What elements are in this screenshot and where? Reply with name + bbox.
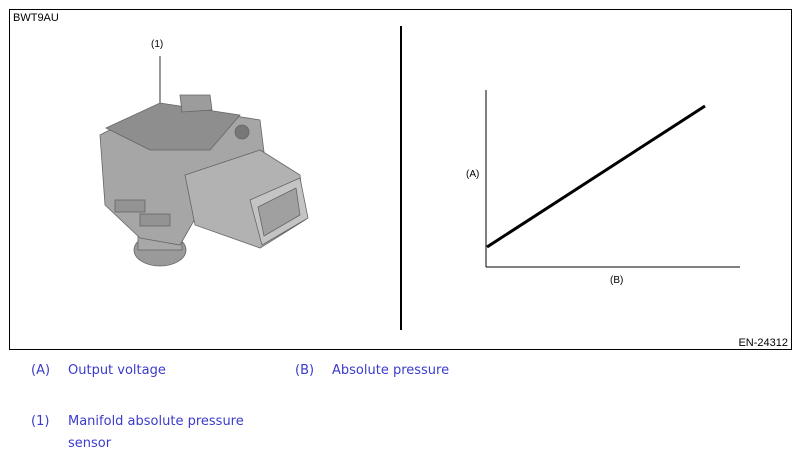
callout-label: (1): [151, 39, 164, 50]
output-line: [486, 104, 706, 249]
legend-key: (B): [295, 363, 315, 378]
sensor-illustration: [99, 56, 309, 267]
legend-item-b: (B) Absolute pressure: [295, 360, 449, 382]
output-graph: [485, 90, 740, 268]
legend-item-1: (1) Manifold absolute pressure sensor: [31, 411, 268, 455]
legend-key: (A): [31, 363, 51, 378]
figure-frame: [9, 9, 792, 350]
figure-id: BWT9AU: [13, 12, 59, 24]
figure-code: EN-24312: [738, 337, 788, 349]
legend-item-a: (A) Output voltage: [31, 360, 166, 382]
legend-text: Manifold absolute pressure sensor: [68, 414, 244, 451]
figure-divider: [400, 26, 402, 330]
y-axis-label: (A): [466, 169, 480, 180]
legend-text: Absolute pressure: [332, 363, 450, 378]
legend-key: (1): [31, 414, 50, 429]
x-axis-label: (B): [610, 275, 624, 286]
legend-text: Output voltage: [68, 363, 166, 378]
